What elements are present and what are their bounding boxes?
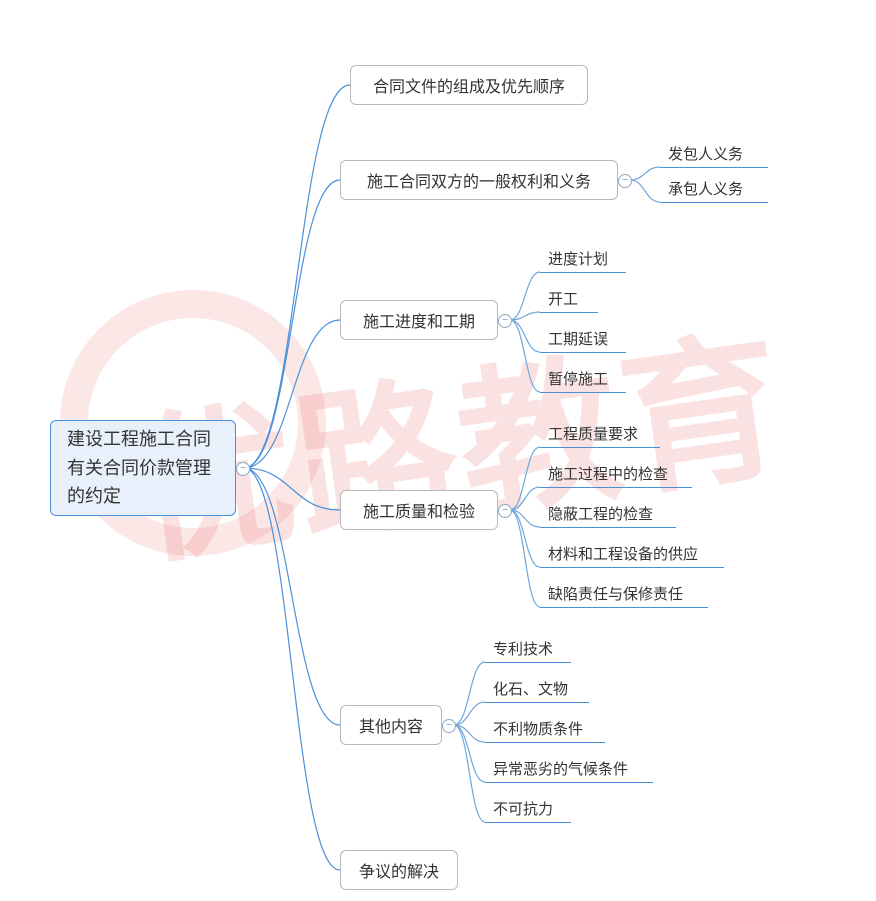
leaf-node[interactable]: 工程质量要求 [540,420,660,448]
leaf-label: 专利技术 [493,638,553,659]
leaf-label: 施工过程中的检查 [548,463,668,484]
leaf-node[interactable]: 化石、文物 [485,675,589,703]
leaf-node[interactable]: 异常恶劣的气候条件 [485,755,653,783]
collapse-icon[interactable]: − [236,462,250,476]
leaf-label: 工程质量要求 [548,423,638,444]
leaf-node[interactable]: 暂停施工 [540,365,626,393]
leaf-node[interactable]: 隐蔽工程的检查 [540,500,676,528]
root-label-line: 的约定 [67,482,211,511]
branch-label: 合同文件的组成及优先顺序 [373,73,565,97]
leaf-label: 化石、文物 [493,678,568,699]
leaf-node[interactable]: 工期延误 [540,325,626,353]
leaf-label: 发包人义务 [668,143,743,164]
branch-node[interactable]: 施工进度和工期 [340,300,498,340]
leaf-node[interactable]: 施工过程中的检查 [540,460,692,488]
branch-node[interactable]: 合同文件的组成及优先顺序 [350,65,588,105]
collapse-icon[interactable]: − [498,504,512,518]
leaf-label: 不可抗力 [493,798,553,819]
collapse-icon[interactable]: − [442,719,456,733]
leaf-node[interactable]: 开工 [540,285,598,313]
leaf-node[interactable]: 进度计划 [540,245,626,273]
branch-label: 争议的解决 [359,858,439,882]
leaf-label: 工期延误 [548,328,608,349]
leaf-label: 开工 [548,288,578,309]
leaf-label: 暂停施工 [548,368,608,389]
leaf-label: 异常恶劣的气候条件 [493,758,628,779]
leaf-node[interactable]: 不利物质条件 [485,715,605,743]
branch-label: 施工进度和工期 [363,308,475,332]
leaf-label: 隐蔽工程的检查 [548,503,653,524]
leaf-label: 不利物质条件 [493,718,583,739]
branch-node[interactable]: 争议的解决 [340,850,458,890]
collapse-icon[interactable]: − [618,174,632,188]
branch-node[interactable]: 施工质量和检验 [340,490,498,530]
branch-node[interactable]: 施工合同双方的一般权利和义务 [340,160,618,200]
root-node[interactable]: 建设工程施工合同 有关合同价款管理 的约定 [50,420,236,516]
leaf-node[interactable]: 承包人义务 [660,175,768,203]
leaf-node[interactable]: 发包人义务 [660,140,768,168]
leaf-node[interactable]: 专利技术 [485,635,571,663]
leaf-label: 承包人义务 [668,178,743,199]
branch-node[interactable]: 其他内容 [340,705,442,745]
branch-label: 施工合同双方的一般权利和义务 [367,168,591,192]
leaf-label: 材料和工程设备的供应 [548,543,698,564]
leaf-node[interactable]: 材料和工程设备的供应 [540,540,724,568]
leaf-node[interactable]: 不可抗力 [485,795,571,823]
leaf-label: 进度计划 [548,248,608,269]
leaf-label: 缺陷责任与保修责任 [548,583,683,604]
root-label-line: 有关合同价款管理 [67,454,211,483]
branch-label: 施工质量和检验 [363,498,475,522]
leaf-node[interactable]: 缺陷责任与保修责任 [540,580,708,608]
root-label-line: 建设工程施工合同 [67,425,211,454]
branch-label: 其他内容 [359,713,423,737]
collapse-icon[interactable]: − [498,314,512,328]
